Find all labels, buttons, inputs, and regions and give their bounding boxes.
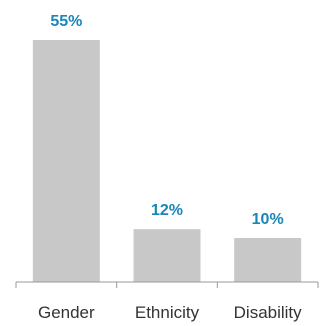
category-label-disability: Disability: [234, 303, 303, 322]
bars-group: [32, 40, 302, 282]
bar-ethnicity: [133, 229, 201, 282]
bar-disability: [234, 238, 302, 282]
category-label-ethnicity: Ethnicity: [135, 303, 200, 322]
bar-gender: [32, 40, 100, 282]
category-labels-group: Gender Ethnicity Disability: [38, 303, 302, 322]
value-label-disability: 10%: [252, 211, 284, 228]
value-label-ethnicity: 12%: [151, 202, 183, 219]
category-label-gender: Gender: [38, 303, 95, 322]
value-labels-group: 55% 12% 10%: [50, 13, 283, 228]
x-axis-ticks: [15, 282, 319, 288]
value-label-gender: 55%: [50, 13, 82, 30]
